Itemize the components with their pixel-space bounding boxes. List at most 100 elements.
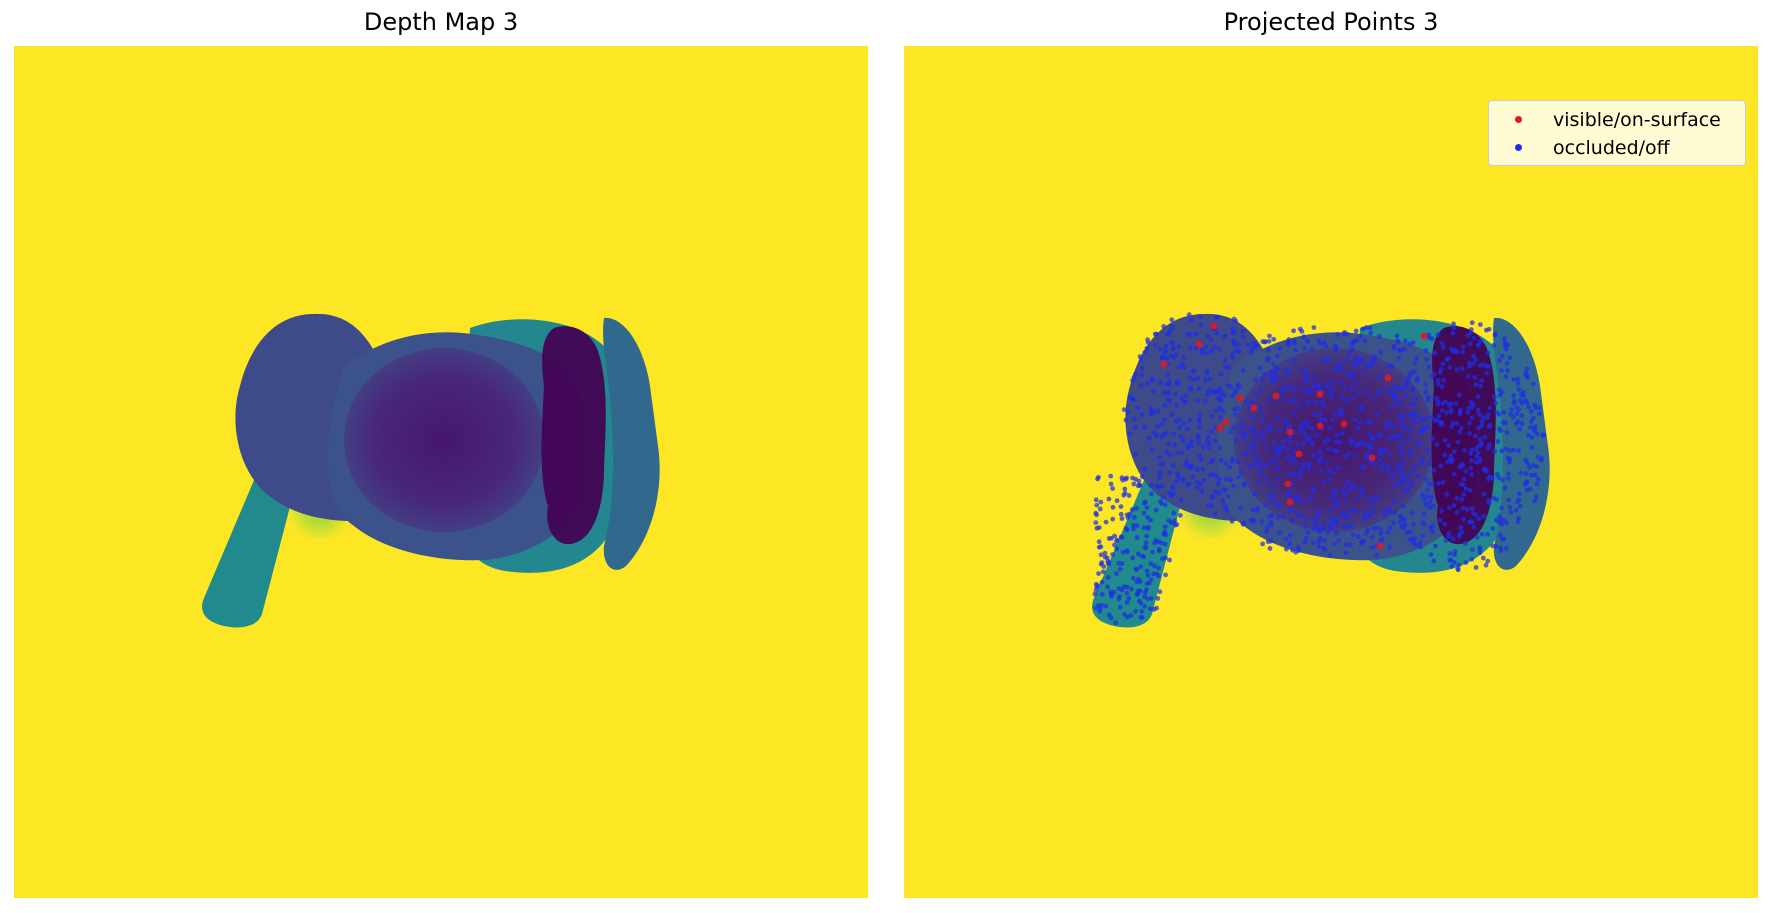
occluded-point: [1460, 344, 1466, 350]
occluded-point: [1317, 536, 1323, 541]
occluded-point: [1105, 575, 1111, 580]
occluded-point: [1484, 370, 1489, 376]
occluded-point: [1378, 432, 1383, 437]
occluded-point: [1327, 425, 1333, 431]
occluded-point: [1142, 594, 1147, 600]
legend-item-visible: visible/on-surface: [1489, 107, 1745, 133]
occluded-point: [1485, 350, 1491, 356]
occluded-point: [1295, 442, 1300, 448]
occluded-point: [1262, 371, 1268, 377]
occluded-point: [1220, 498, 1226, 504]
occluded-point: [1348, 508, 1354, 514]
occluded-point: [1382, 509, 1387, 515]
occluded-point: [1130, 475, 1135, 481]
occluded-point: [1162, 403, 1168, 408]
occluded-point: [1472, 433, 1478, 439]
occluded-point: [1163, 430, 1169, 436]
occluded-point: [1246, 406, 1252, 412]
occluded-point: [1408, 469, 1414, 475]
occluded-point: [1332, 448, 1337, 454]
occluded-point: [1266, 493, 1272, 498]
occluded-point: [1222, 333, 1228, 339]
occluded-point: [1486, 364, 1491, 369]
occluded-point: [1384, 386, 1390, 392]
occluded-point: [1499, 353, 1505, 359]
occluded-point: [1164, 449, 1169, 455]
occluded-point: [1368, 444, 1374, 450]
occluded-point: [1318, 340, 1323, 346]
occluded-point: [1424, 356, 1429, 362]
occluded-point: [1401, 385, 1407, 391]
occluded-point: [1151, 430, 1157, 436]
occluded-point: [1390, 423, 1396, 429]
occluded-point: [1191, 377, 1197, 383]
occluded-point: [1163, 344, 1169, 349]
occluded-point: [1391, 472, 1397, 478]
occluded-point: [1216, 386, 1222, 392]
occluded-point: [1093, 497, 1099, 503]
occluded-point: [1515, 376, 1521, 382]
occluded-point: [1271, 361, 1276, 367]
occluded-point: [1132, 416, 1137, 422]
occluded-point: [1504, 430, 1510, 435]
occluded-point: [1534, 494, 1539, 500]
occluded-point: [1284, 454, 1290, 460]
occluded-point: [1354, 380, 1359, 386]
occluded-point: [1333, 530, 1339, 536]
occluded-point: [1466, 373, 1471, 379]
occluded-point: [1515, 381, 1521, 386]
occluded-point: [1170, 484, 1176, 490]
occluded-point: [1483, 562, 1489, 568]
occluded-point: [1341, 524, 1347, 530]
occluded-point: [1293, 461, 1299, 467]
occluded-point: [1426, 481, 1432, 487]
occluded-point: [1444, 410, 1450, 415]
occluded-point: [1470, 353, 1476, 359]
occluded-point: [1103, 519, 1109, 525]
occluded-point: [1228, 429, 1234, 435]
occluded-point: [1203, 344, 1209, 350]
visible-point: [1286, 498, 1294, 506]
occluded-point: [1278, 375, 1283, 381]
occluded-point: [1378, 466, 1384, 472]
occluded-point: [1233, 412, 1238, 417]
occluded-point: [1387, 507, 1392, 513]
occluded-point: [1249, 426, 1255, 431]
occluded-point: [1133, 424, 1138, 430]
occluded-point: [1342, 454, 1348, 459]
occluded-point: [1142, 604, 1147, 609]
occluded-point: [1519, 392, 1524, 398]
occluded-point: [1261, 461, 1267, 467]
occluded-point: [1142, 424, 1147, 430]
occluded-point: [1397, 433, 1402, 439]
visible-point: [1160, 360, 1168, 368]
occluded-point: [1310, 425, 1315, 431]
occluded-point: [1455, 439, 1461, 445]
occluded-point: [1258, 387, 1264, 393]
occluded-point: [1479, 531, 1485, 537]
occluded-point: [1124, 549, 1130, 555]
occluded-point: [1477, 458, 1483, 464]
occluded-point: [1177, 425, 1183, 431]
occluded-point: [1415, 473, 1421, 479]
occluded-point: [1185, 482, 1190, 488]
occluded-point: [1324, 460, 1330, 465]
occluded-point: [1299, 368, 1305, 374]
occluded-point: [1391, 483, 1397, 489]
occluded-point: [1251, 461, 1257, 467]
occluded-point: [1286, 342, 1291, 347]
occluded-point: [1480, 555, 1486, 561]
occluded-point: [1511, 400, 1517, 406]
occluded-point: [1529, 472, 1534, 478]
occluded-point: [1510, 414, 1516, 420]
occluded-point: [1195, 433, 1201, 439]
occluded-point: [1119, 516, 1125, 521]
occluded-point: [1133, 371, 1138, 377]
occluded-point: [1435, 480, 1441, 486]
occluded-point: [1268, 427, 1274, 433]
occluded-point: [1205, 503, 1211, 509]
occluded-point: [1436, 413, 1442, 419]
occluded-point: [1133, 608, 1139, 614]
legend-label-occluded: occluded/off: [1553, 137, 1670, 159]
occluded-point: [1149, 406, 1154, 411]
